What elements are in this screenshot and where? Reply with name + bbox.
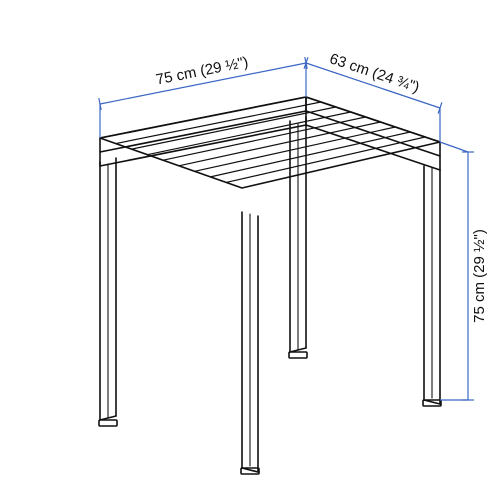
dim-height-label: 75 cm (29 ½") xyxy=(471,229,488,323)
tabletop-slat xyxy=(195,127,396,171)
tabletop-slat xyxy=(163,117,365,160)
tabletop-slat xyxy=(147,112,350,155)
dim-height-ext-top xyxy=(440,142,468,152)
tabletop-slat xyxy=(226,137,425,182)
tabletop-front-side xyxy=(100,97,306,152)
tabletop-slat xyxy=(132,107,336,149)
table-dimension-diagram: 75 cm (29 ½")63 cm (24 ¾")75 cm (29 ½") xyxy=(0,0,500,500)
leg-front-left-foot xyxy=(99,420,117,426)
table-drawing-svg: 75 cm (29 ½")63 cm (24 ¾")75 cm (29 ½") xyxy=(0,0,500,500)
leg-front-right-foot xyxy=(289,352,307,358)
dim-depth-label: 63 cm (24 ¾") xyxy=(327,50,421,96)
